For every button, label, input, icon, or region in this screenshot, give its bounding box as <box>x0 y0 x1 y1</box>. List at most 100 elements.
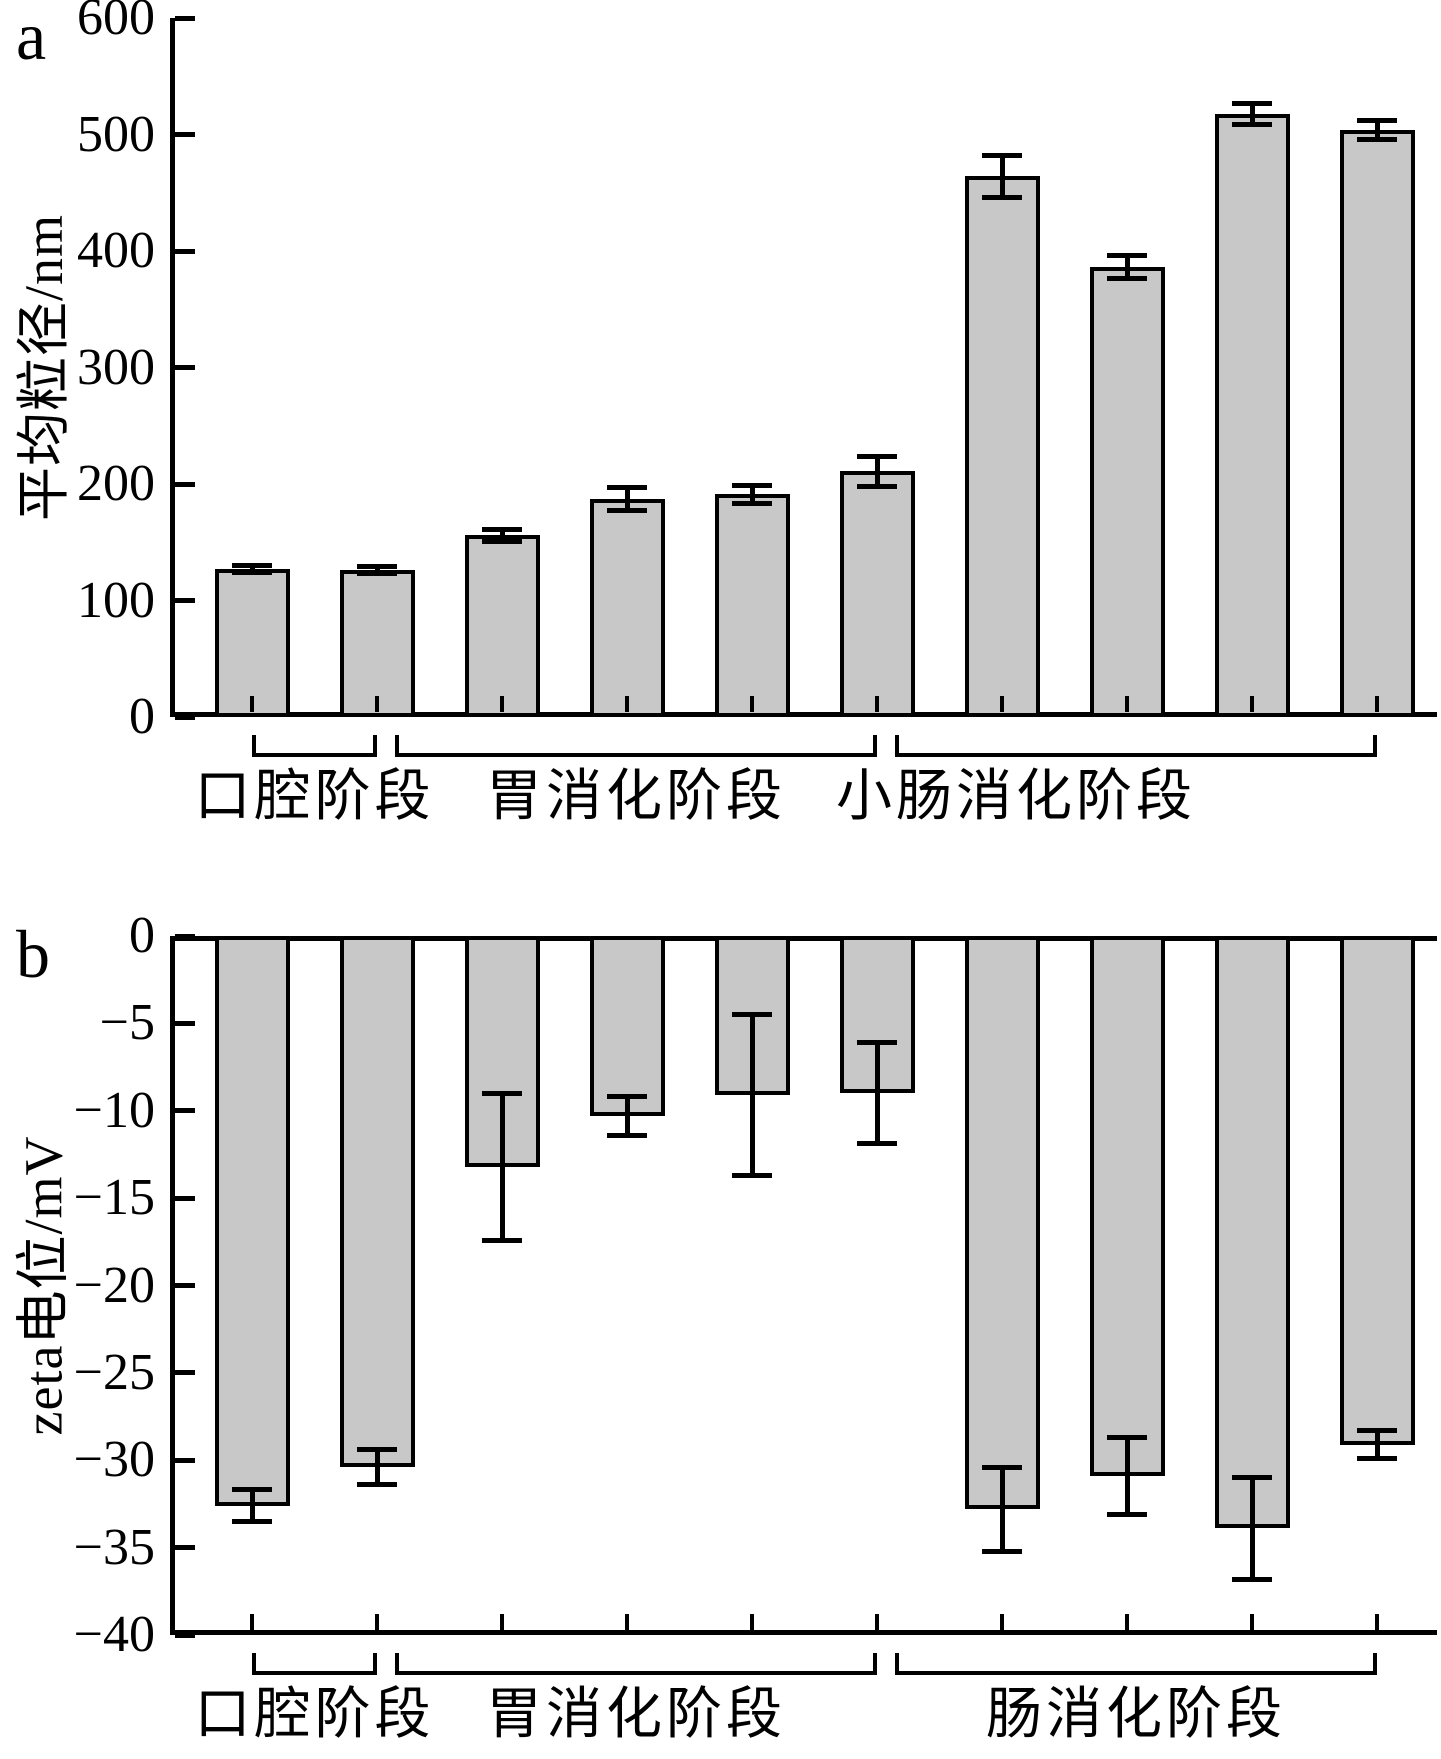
group-bracket <box>252 735 377 757</box>
error-bar <box>374 1449 380 1485</box>
error-bar-cap <box>857 1141 897 1147</box>
y-tick <box>175 714 195 720</box>
error-bar-cap <box>482 538 522 544</box>
error-bar <box>1249 1477 1255 1580</box>
bar <box>964 176 1040 717</box>
plot-area-a: 0 100 200 300 400 500 600 口腔阶段 胃消化阶段 小肠消化阶段 <box>77 0 1437 825</box>
y-tick <box>175 1195 195 1201</box>
bar-center-tick <box>1250 1614 1254 1630</box>
error-bar <box>249 565 255 573</box>
error-bar-cap <box>857 453 897 459</box>
bar <box>464 535 540 717</box>
error-bar-cap <box>1357 1428 1397 1434</box>
y-tick <box>175 365 195 370</box>
y-tick-label: −25 <box>73 1343 155 1401</box>
error-bar-cap <box>982 1464 1022 1470</box>
bar-center-tick <box>1000 696 1004 712</box>
bar <box>339 570 415 717</box>
bar-center-tick <box>250 1614 254 1630</box>
panel-a-letter: a <box>16 0 47 74</box>
bar <box>839 471 915 717</box>
bar-center-tick <box>500 1614 504 1630</box>
error-bar-cap <box>857 1040 897 1046</box>
error-bar-cap <box>607 1094 647 1100</box>
y-tick <box>175 248 195 254</box>
error-bar <box>874 1042 880 1144</box>
error-bar <box>999 155 1005 198</box>
error-bar-cap <box>1357 1456 1397 1461</box>
error-bar <box>374 566 380 574</box>
bar-center-tick <box>1000 1614 1004 1630</box>
error-bar-cap <box>357 1447 397 1453</box>
y-tick <box>175 1108 195 1114</box>
bar <box>589 499 665 717</box>
y-tick <box>175 1632 195 1638</box>
error-bar-cap <box>732 482 772 488</box>
y-tick <box>175 1020 195 1026</box>
error-bar-cap <box>357 571 397 577</box>
y-tick-label: 500 <box>77 105 155 163</box>
group-label: 口腔阶段 <box>194 766 435 828</box>
error-bar-cap <box>482 526 522 532</box>
error-bar-cap <box>232 1518 272 1524</box>
bar-center-tick <box>1125 1614 1129 1630</box>
error-bar <box>874 456 880 487</box>
y-tick-label: 100 <box>77 571 155 629</box>
error-bar-cap <box>1232 121 1272 127</box>
group-label: 口腔阶段 <box>194 1684 435 1746</box>
error-bar-cap <box>1232 1576 1272 1582</box>
y-tick <box>175 1370 195 1376</box>
y-axis-line <box>170 936 175 1635</box>
error-bar-cap <box>357 1482 397 1488</box>
error-bar-cap <box>1107 1511 1147 1517</box>
error-bar-cap <box>1107 253 1147 259</box>
error-bar-cap <box>607 1132 647 1138</box>
bar <box>1089 936 1165 1476</box>
group-bracket <box>895 1653 1377 1675</box>
error-bar <box>1374 120 1380 140</box>
x-axis-baseline <box>170 1630 1437 1635</box>
plot-area-b: 0 −5 −10 −15 −20 −25 −30 −35 −40 口腔阶段 胃消化阶段 肠消化阶段 <box>74 910 1437 1743</box>
y-tick <box>175 598 195 603</box>
bar <box>964 936 1040 1510</box>
error-bar-cap <box>982 194 1022 200</box>
error-bar <box>1124 1437 1130 1515</box>
group-bracket <box>395 1653 877 1675</box>
y-tick-label: −35 <box>73 1518 155 1576</box>
error-bar-cap <box>232 1487 272 1493</box>
error-bar-cap <box>357 564 397 570</box>
x-axis-baseline <box>170 712 1437 717</box>
y-tick <box>175 1283 195 1288</box>
y-tick-label: 0 <box>129 907 155 964</box>
bar-center-tick <box>875 696 879 712</box>
error-bar-cap <box>732 1012 772 1018</box>
error-bar-cap <box>1107 1435 1147 1441</box>
error-bar <box>624 1096 630 1136</box>
bar-center-tick <box>1250 696 1254 712</box>
bar <box>1214 936 1290 1529</box>
error-bar <box>249 1489 255 1522</box>
error-bar-cap <box>607 508 647 514</box>
bar-center-tick <box>625 1614 629 1630</box>
error-bar <box>999 1467 1005 1552</box>
error-bar-cap <box>1232 1475 1272 1481</box>
error-bar <box>749 485 755 504</box>
error-bar <box>1374 1430 1380 1459</box>
y-tick <box>175 132 195 137</box>
bar <box>1214 113 1290 717</box>
error-bar-cap <box>1357 136 1397 142</box>
bar <box>214 936 290 1506</box>
y-tick-label: −40 <box>73 1606 155 1663</box>
error-bar <box>749 1014 755 1176</box>
bar-center-tick <box>500 696 504 712</box>
group-bracket <box>895 735 1377 757</box>
bar <box>214 569 290 717</box>
error-bar <box>499 529 505 542</box>
y-tick <box>175 933 195 939</box>
bar-center-tick <box>1375 1614 1379 1630</box>
bar <box>714 494 790 717</box>
error-bar-cap <box>732 1172 772 1178</box>
error-bar <box>1124 255 1130 279</box>
error-bar-cap <box>1107 276 1147 282</box>
group-bracket <box>252 1653 377 1675</box>
